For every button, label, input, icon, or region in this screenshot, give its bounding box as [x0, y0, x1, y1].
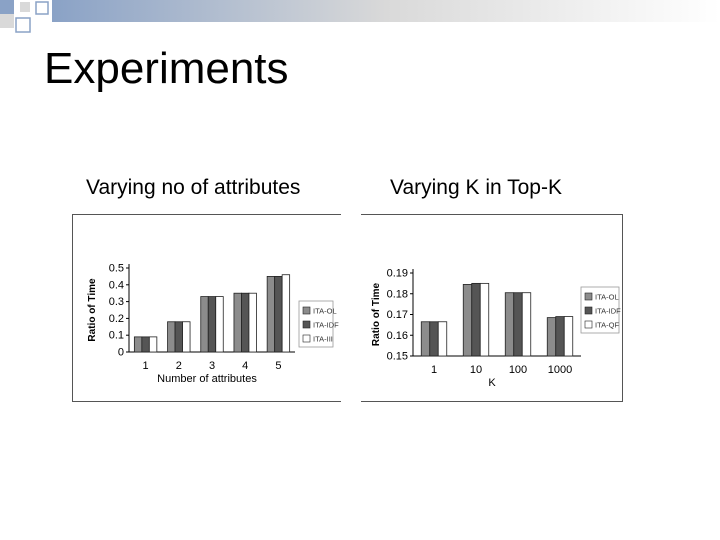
- bar: [215, 296, 224, 353]
- bar: [546, 317, 557, 357]
- x-axis-label: Number of attributes: [157, 373, 257, 385]
- decor-band: [52, 0, 720, 22]
- caption-left: Varying no of attributes: [86, 176, 301, 199]
- bar: [241, 292, 250, 353]
- bar: [174, 321, 183, 353]
- chart-attributes-svg: 0 0.1 0.2 0.3 0.4 0.5 Ratio of Time 1 2 3 4 5 Number…: [87, 263, 339, 386]
- bar: [437, 321, 448, 357]
- bar: [148, 336, 158, 353]
- x-tick-label: 1: [143, 360, 149, 372]
- y-tick-label: 0.3: [109, 296, 124, 308]
- legend-label: ITA-III: [313, 335, 333, 344]
- legend-swatch: [302, 320, 311, 329]
- legend-label: ITA-IDF: [595, 307, 621, 316]
- x-tick-label: 2: [176, 360, 182, 372]
- legend-label: ITA-OL: [313, 307, 337, 316]
- bar: [248, 292, 257, 353]
- y-tick-label: 0.19: [387, 268, 408, 280]
- legend-swatch: [302, 306, 311, 315]
- x-axis-label: K: [488, 377, 496, 389]
- legend-label: ITA-IDF: [313, 321, 339, 330]
- y-tick-label: 0.15: [387, 351, 408, 363]
- decor-square-outline: [15, 17, 31, 33]
- bar: [233, 292, 242, 353]
- bar: [479, 282, 490, 357]
- y-tick-label: 0.2: [109, 313, 124, 325]
- decor-square-gray-small: [20, 2, 30, 12]
- x-tick-label: 5: [275, 360, 281, 372]
- decor-square-blue: [0, 0, 14, 14]
- bar: [274, 276, 283, 353]
- x-tick-label: 3: [209, 360, 215, 372]
- x-tick-label: 1: [431, 364, 437, 376]
- page-title: Experiments: [44, 44, 289, 93]
- slide-decoration: [0, 0, 720, 33]
- bar: [141, 336, 150, 353]
- y-axis-label: Ratio of Time: [87, 278, 98, 342]
- bar: [513, 292, 523, 357]
- bar: [281, 274, 291, 353]
- x-tick-label: 1000: [548, 364, 572, 376]
- legend-swatch: [584, 292, 593, 301]
- caption-right: Varying K in Top-K: [390, 176, 562, 199]
- legend-label: ITA-QF: [595, 321, 619, 330]
- bar: [420, 321, 431, 357]
- bar: [471, 282, 481, 357]
- y-tick-label: 0: [118, 347, 124, 359]
- legend-swatch: [584, 320, 593, 329]
- y-axis-label: Ratio of Time: [371, 282, 382, 346]
- bar: [462, 284, 473, 357]
- bar: [563, 316, 574, 357]
- bar: [182, 321, 191, 353]
- x-tick-label: 4: [242, 360, 248, 372]
- y-tick-label: 0.1: [109, 330, 124, 342]
- bar: [555, 316, 565, 357]
- bar: [167, 321, 176, 353]
- y-tick-label: 0.16: [387, 330, 408, 342]
- legend-swatch: [302, 334, 311, 343]
- chart-topk: 0.15 0.16 0.17 0.18 0.19 Ratio of Time 1 10 100 1…: [361, 214, 623, 402]
- bar: [521, 292, 532, 357]
- y-tick-label: 0.5: [109, 263, 124, 275]
- decor-square-blue-small: [35, 1, 49, 15]
- chart-attributes: 0 0.1 0.2 0.3 0.4 0.5 Ratio of Time 1 2 3 4 5 Number…: [72, 214, 341, 402]
- legend-swatch: [584, 306, 593, 315]
- bar: [200, 296, 209, 353]
- bar: [266, 276, 276, 353]
- y-tick-label: 0.4: [109, 279, 124, 291]
- decor-square-gray: [0, 14, 14, 28]
- bar: [429, 321, 439, 357]
- y-tick-label: 0.17: [387, 309, 408, 321]
- bar: [133, 336, 143, 353]
- y-tick-label: 0.18: [387, 288, 408, 300]
- legend-label: ITA-OL: [595, 293, 619, 302]
- chart-topk-svg: 0.15 0.16 0.17 0.18 0.19 Ratio of Time 1 10 100 1…: [371, 268, 621, 390]
- x-tick-label: 100: [509, 364, 527, 376]
- x-tick-label: 10: [470, 364, 482, 376]
- bar: [207, 296, 217, 353]
- bar: [504, 292, 515, 357]
